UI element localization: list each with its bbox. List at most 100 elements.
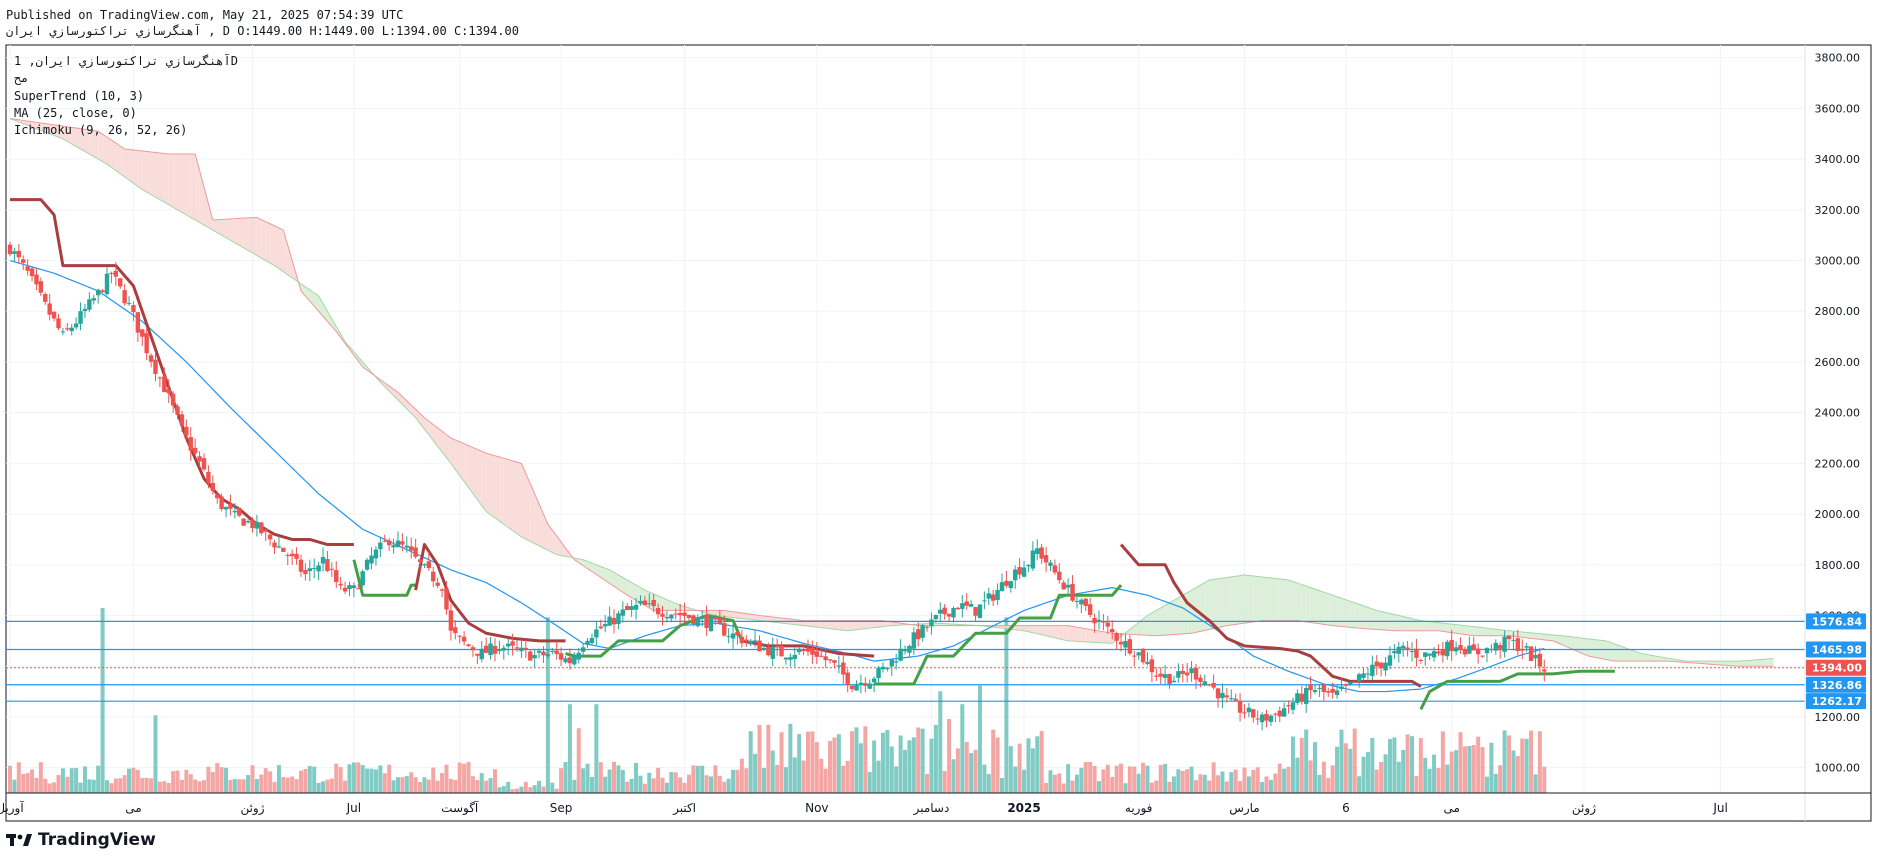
volume-bar: [259, 774, 264, 793]
cloud-segment: [1081, 627, 1086, 642]
tradingview-brand[interactable]: TradingView: [6, 830, 156, 850]
volume-bar: [87, 779, 92, 793]
volume-bar: [506, 781, 511, 793]
cloud-segment: [265, 221, 271, 264]
volume-bar: [744, 768, 749, 793]
cloud-segment: [239, 218, 244, 248]
cloud-segment: [543, 514, 548, 551]
supertrend-up: [352, 559, 416, 597]
volume-bar: [254, 779, 259, 793]
volume-bar: [210, 772, 215, 793]
candle-body: [250, 519, 255, 529]
symbol-ohlc-line: آهنگرسازي تراكتورسازي ايران , D O:1449.0…: [6, 24, 519, 38]
cloud-segment: [622, 577, 628, 596]
volume-bar: [404, 776, 409, 793]
volume-bar: [175, 770, 180, 793]
cloud-segment: [755, 614, 760, 621]
cloud-segment: [1165, 602, 1170, 636]
cloud-segment: [67, 126, 72, 144]
volume-bar: [748, 731, 753, 793]
cloud-segment: [1588, 638, 1593, 657]
cloud-segment: [243, 217, 249, 251]
cloud-segment: [459, 441, 465, 482]
cloud-segment: [1623, 647, 1629, 662]
candle-body: [1453, 647, 1459, 652]
volume-bar: [369, 768, 374, 793]
volume-bar: [268, 771, 273, 793]
candle-body: [567, 657, 573, 664]
cloud-segment: [666, 599, 672, 611]
cloud-segment: [1332, 595, 1338, 627]
cloud-segment: [1632, 650, 1637, 662]
cloud-segment: [1195, 585, 1201, 633]
candle-body: [924, 626, 930, 628]
candle-body: [1343, 684, 1349, 686]
candle-body: [325, 559, 330, 572]
volume-bar: [647, 772, 652, 793]
candle-body: [823, 656, 828, 661]
volume-bar: [603, 776, 608, 793]
volume-bar: [492, 769, 497, 793]
volume-bar: [1251, 769, 1256, 793]
volume-bar: [1511, 750, 1516, 793]
volume-bar: [321, 781, 326, 793]
cloud-segment: [512, 460, 518, 534]
volume-bar: [1264, 776, 1269, 793]
cloud-segment: [1138, 618, 1144, 636]
volume-bar: [713, 765, 718, 793]
level-price-tag: 1326.86: [1812, 679, 1862, 692]
volume-bar: [1432, 754, 1437, 793]
candle-body: [448, 610, 454, 631]
candle-body: [960, 603, 965, 609]
volume-bar: [572, 779, 577, 793]
candle-body: [990, 594, 996, 601]
ichimoku-cloud: [9, 118, 1774, 667]
volume-bar: [1123, 783, 1128, 793]
volume-bar: [1493, 773, 1498, 793]
volume-bar: [1282, 768, 1287, 793]
volume-bar: [395, 777, 400, 793]
candle-body: [369, 555, 374, 564]
volume-bar: [766, 724, 771, 793]
volume-bar: [12, 779, 17, 793]
volume-bar: [1480, 747, 1485, 793]
candle-body: [1215, 688, 1221, 699]
candle-body: [550, 650, 555, 652]
candle-body: [444, 588, 449, 610]
volume-bar: [929, 738, 934, 793]
cloud-segment: [173, 154, 178, 210]
cloud-segment: [1315, 589, 1320, 624]
candle-body: [347, 585, 352, 590]
volume-bar: [312, 766, 317, 793]
volume-bar: [1445, 764, 1450, 793]
cloud-segment: [1442, 623, 1448, 632]
candle-body: [1202, 681, 1208, 686]
volume-bar: [25, 773, 30, 793]
volume-bar: [850, 731, 855, 793]
cloud-segment: [450, 438, 456, 470]
candle-body: [417, 559, 423, 563]
price-tick-label: 2600.00: [1815, 356, 1861, 369]
volume-bar: [193, 779, 198, 793]
legend-ma[interactable]: MA (25, close, 0): [14, 106, 137, 120]
candle-body: [779, 645, 784, 657]
cloud-segment: [36, 122, 41, 131]
candle-body: [1480, 655, 1485, 657]
candle-body: [999, 582, 1005, 592]
volume-bar: [1180, 770, 1185, 793]
candle-body: [1132, 655, 1137, 657]
candle-body: [426, 561, 432, 569]
volume-bar: [290, 776, 295, 793]
candle-body: [263, 529, 268, 532]
candle-body: [453, 627, 458, 634]
volume-bar: [501, 786, 506, 793]
volume-bar: [241, 779, 246, 793]
legend-supertrend[interactable]: SuperTrend (10, 3): [14, 89, 145, 103]
candle-body: [1251, 709, 1256, 718]
time-axis[interactable]: آوریل می ژوئن Jul آگوست Sep اکتبر Nov دسامبر 2025…: [0, 800, 1728, 816]
candle-body: [1220, 692, 1225, 699]
time-tick-label: فوریه: [1125, 801, 1153, 816]
volume-bar: [149, 778, 154, 793]
legend-ichimoku[interactable]: Ichimoku (9, 26, 52, 26): [14, 123, 188, 137]
